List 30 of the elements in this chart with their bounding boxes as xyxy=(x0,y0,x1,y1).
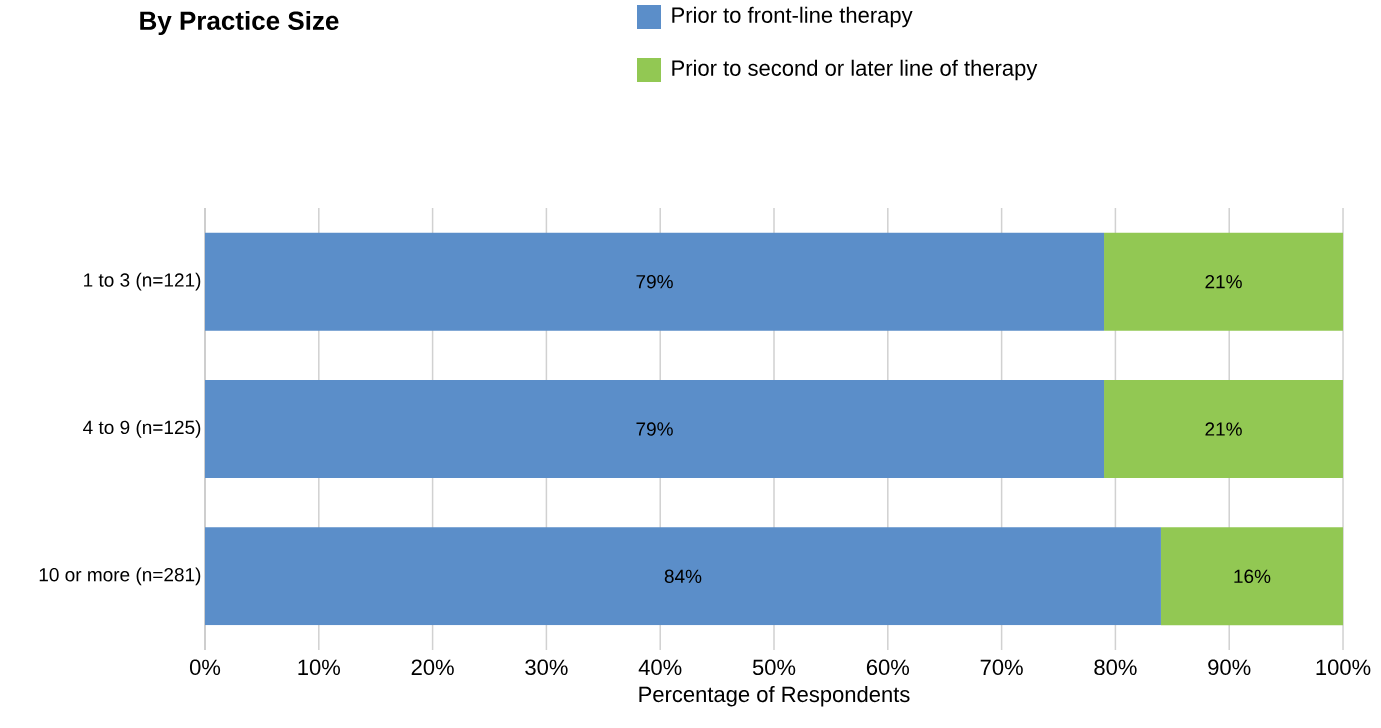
y-tick-label: 10 or more (n=281) xyxy=(39,567,201,586)
x-tick-label: 40% xyxy=(638,659,682,676)
x-tick-label: 100% xyxy=(1316,659,1371,676)
bar xyxy=(1104,379,1344,478)
legend-label: Prior to second or later line of therapy xyxy=(672,59,1038,81)
data-label: 84% xyxy=(664,569,702,584)
data-label: 79% xyxy=(636,274,673,289)
y-tick-label: 1 to 3 (n=121) xyxy=(84,272,201,291)
x-tick-label: 30% xyxy=(525,659,568,676)
x-tick-label: 70% xyxy=(980,659,1023,676)
legend-label: Prior to front-line therapy xyxy=(672,6,913,28)
data-label: 16% xyxy=(1234,569,1271,584)
data-label: 79% xyxy=(636,422,673,436)
x-tick-label: 10% xyxy=(298,659,341,676)
bar xyxy=(1104,232,1344,331)
bar xyxy=(205,379,1105,478)
data-label: 21% xyxy=(1205,274,1242,289)
x-tick-label: 60% xyxy=(866,659,910,676)
data-label: 21% xyxy=(1205,422,1242,436)
y-tick-label: 4 to 9 (n=125) xyxy=(83,420,201,438)
chart-title: By Practice Size xyxy=(140,10,339,36)
x-axis-title: Percentage of Respondents xyxy=(639,685,910,707)
x-tick-label: 20% xyxy=(411,659,454,676)
x-tick-label: 80% xyxy=(1094,659,1137,676)
x-tick-label: 50% xyxy=(752,659,796,676)
bar xyxy=(205,527,1161,626)
x-tick-label: 0% xyxy=(189,659,221,676)
x-tick-label: 90% xyxy=(1208,659,1251,676)
bar xyxy=(1160,527,1344,626)
bar xyxy=(205,232,1105,331)
